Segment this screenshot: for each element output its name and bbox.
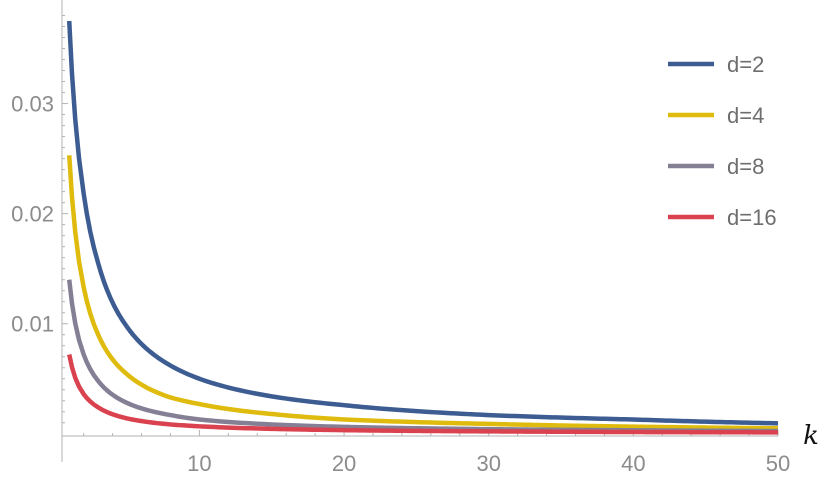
legend-label-d=16: d=16 — [727, 205, 777, 230]
series-line-d=4 — [66, 155, 779, 431]
x-tick-label: 10 — [187, 451, 211, 476]
x-axis-title: k — [803, 421, 819, 451]
y-tick-label: 0.03 — [11, 92, 54, 117]
legend-label-d=2: d=2 — [727, 52, 764, 77]
legend-label-d=8: d=8 — [727, 154, 764, 179]
series-layer — [66, 20, 779, 435]
y-tick-label: 0.02 — [11, 202, 54, 227]
axes: 10 20 30 40 50 0.01 0.02 0.03 — [11, 0, 790, 476]
legend-label-d=4: d=4 — [727, 103, 764, 128]
x-tick-label: 40 — [621, 451, 645, 476]
legend: d=2 d=4 d=8 d=16 — [668, 52, 777, 230]
x-tick-label: 50 — [766, 451, 790, 476]
x-tick-label: 20 — [332, 451, 356, 476]
series-line-d=8 — [66, 279, 779, 434]
series-line-d=16 — [67, 354, 779, 435]
y-tick-label: 0.01 — [11, 312, 54, 337]
series-line-d=2 — [66, 20, 779, 426]
x-tick-label: 30 — [476, 451, 500, 476]
